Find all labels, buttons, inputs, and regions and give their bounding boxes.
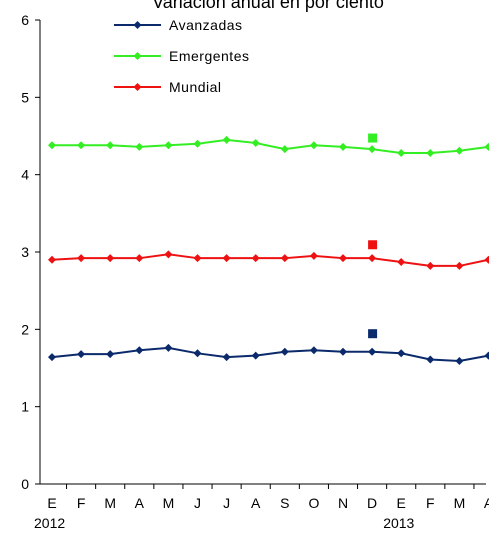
legend: Avanzadas Emergentes Mundial bbox=[114, 17, 249, 95]
chart-title: Variación anual en por ciento bbox=[152, 0, 384, 12]
data-point bbox=[484, 255, 489, 264]
data-point bbox=[135, 254, 144, 263]
highlight-marker bbox=[368, 133, 378, 143]
data-point bbox=[106, 141, 115, 150]
x-tick-label: A bbox=[251, 495, 261, 511]
legend-marker bbox=[133, 52, 142, 60]
data-point bbox=[77, 141, 86, 150]
data-point bbox=[309, 346, 318, 355]
x-tick-label: M bbox=[163, 495, 175, 511]
data-point bbox=[455, 261, 464, 270]
data-point bbox=[222, 353, 231, 362]
data-point bbox=[222, 254, 231, 263]
legend-item: Mundial bbox=[114, 79, 222, 95]
data-point bbox=[48, 353, 56, 362]
data-point bbox=[280, 347, 289, 356]
data-point bbox=[106, 350, 115, 359]
x-tick-label: M bbox=[104, 495, 116, 511]
y-tick-label: 5 bbox=[21, 89, 29, 105]
data-point bbox=[164, 250, 173, 259]
data-point bbox=[77, 254, 86, 263]
year-label: 2012 bbox=[34, 515, 65, 531]
series-avanzadas bbox=[48, 329, 489, 366]
data-point bbox=[193, 254, 202, 263]
data-point bbox=[164, 343, 173, 352]
data-point bbox=[77, 350, 86, 359]
axes: 0 1 2 3 4 5 6 E F M A M J J A S O N D E F M A 2012 2013 bbox=[21, 12, 489, 531]
data-point bbox=[484, 142, 489, 151]
data-point bbox=[339, 347, 347, 356]
data-point bbox=[426, 149, 435, 158]
data-point bbox=[397, 149, 406, 158]
legend-label: Mundial bbox=[169, 79, 222, 95]
legend-item: Avanzadas bbox=[114, 17, 243, 33]
y-tick-label: 3 bbox=[21, 244, 29, 260]
data-point bbox=[135, 142, 144, 151]
data-point bbox=[251, 254, 260, 263]
x-tick-label: O bbox=[308, 495, 319, 511]
data-point bbox=[368, 347, 377, 356]
series-emergentes bbox=[48, 133, 489, 158]
data-point bbox=[193, 349, 202, 358]
data-point bbox=[397, 258, 406, 267]
data-point bbox=[339, 142, 347, 151]
data-point bbox=[455, 357, 464, 366]
series-line bbox=[52, 138, 489, 155]
x-tick-label: A bbox=[135, 495, 145, 511]
legend-label: Emergentes bbox=[169, 48, 249, 64]
data-point bbox=[193, 139, 202, 148]
y-tick-label: 0 bbox=[21, 476, 29, 492]
y-tick-label: 4 bbox=[21, 167, 29, 183]
data-point bbox=[455, 146, 464, 155]
x-tick-label: D bbox=[367, 495, 377, 511]
data-point bbox=[426, 355, 435, 364]
x-tick-label: E bbox=[47, 495, 56, 511]
series-line bbox=[51, 253, 489, 267]
data-point bbox=[368, 254, 377, 263]
data-point bbox=[251, 138, 260, 147]
data-point bbox=[48, 255, 56, 264]
legend-label: Avanzadas bbox=[169, 17, 243, 33]
year-label: 2013 bbox=[383, 515, 414, 531]
legend-marker bbox=[133, 21, 142, 29]
x-tick-label: N bbox=[338, 495, 348, 511]
data-point bbox=[484, 351, 489, 360]
x-tick-label: S bbox=[280, 495, 289, 511]
x-tick-label: A bbox=[484, 495, 489, 511]
data-point bbox=[251, 351, 260, 360]
x-tick-label: J bbox=[223, 495, 230, 511]
y-tick-label: 2 bbox=[21, 321, 29, 337]
legend-item: Emergentes bbox=[114, 48, 249, 64]
data-point bbox=[368, 145, 377, 154]
data-point bbox=[309, 141, 318, 150]
data-point bbox=[135, 346, 144, 355]
data-point bbox=[397, 349, 406, 358]
series-layer bbox=[48, 133, 489, 366]
y-tick-label: 1 bbox=[21, 399, 29, 415]
x-tick-label: E bbox=[397, 495, 406, 511]
highlight-marker bbox=[368, 240, 378, 250]
x-tick-label: J bbox=[194, 495, 201, 511]
data-point bbox=[426, 261, 435, 270]
y-tick-label: 6 bbox=[21, 12, 29, 28]
x-tick-label: M bbox=[454, 495, 466, 511]
data-point bbox=[309, 251, 318, 260]
data-point bbox=[222, 135, 231, 144]
data-point bbox=[48, 141, 56, 150]
x-tick-label: F bbox=[77, 495, 86, 511]
data-point bbox=[280, 145, 289, 154]
legend-marker bbox=[133, 83, 142, 91]
x-tick-label: F bbox=[426, 495, 435, 511]
data-point bbox=[280, 254, 289, 263]
data-point bbox=[106, 254, 115, 263]
data-point bbox=[164, 141, 173, 150]
series-line bbox=[51, 346, 489, 363]
series-mundial bbox=[48, 240, 489, 270]
highlight-marker bbox=[368, 329, 378, 339]
data-point bbox=[339, 254, 347, 263]
